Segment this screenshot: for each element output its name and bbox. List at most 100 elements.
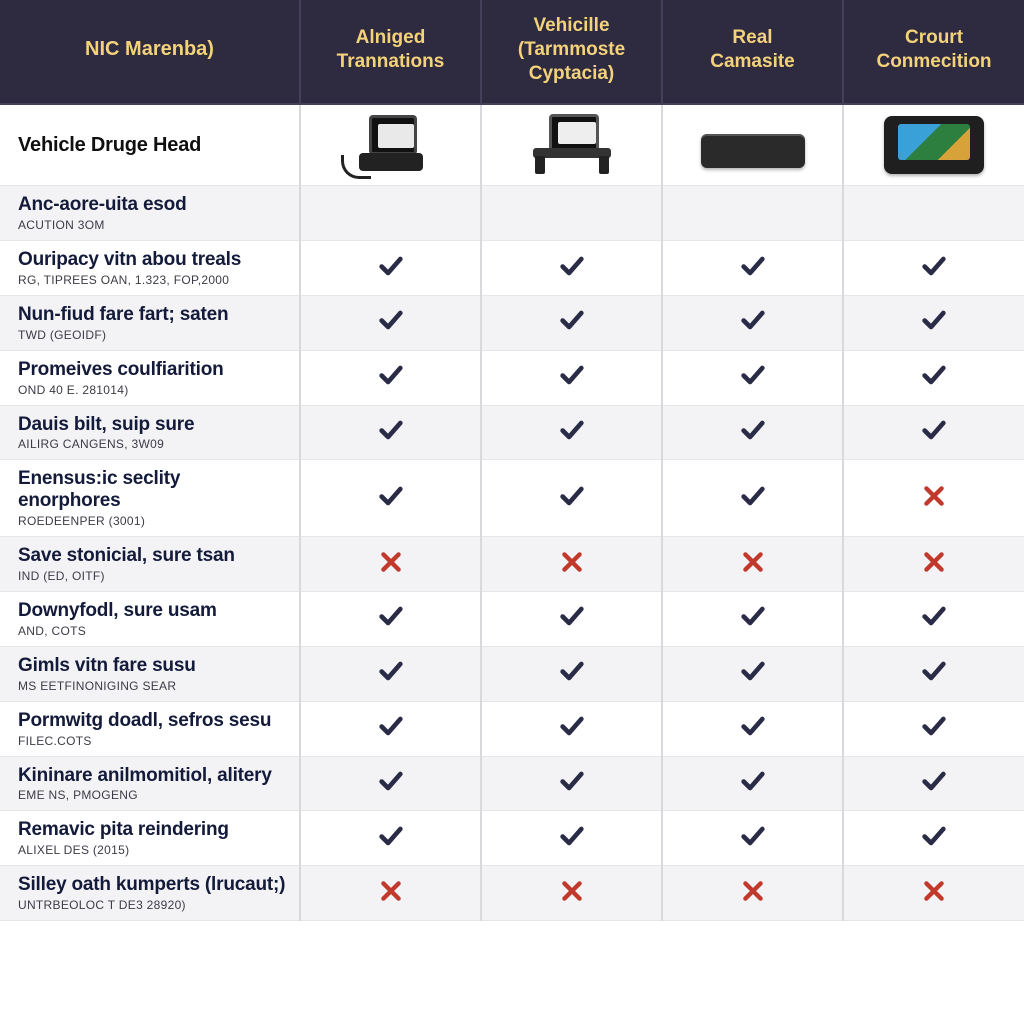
- value-cell: [300, 104, 481, 186]
- header-product-3: Real Camasite: [662, 0, 843, 104]
- feature-cell: Gimls vitn fare susu MS EETFINONIGING SEA…: [0, 646, 300, 701]
- header-product-3-line2: Camasite: [671, 50, 834, 74]
- value-cell: [481, 756, 662, 811]
- value-cell: [843, 866, 1024, 921]
- check-icon: [377, 672, 405, 689]
- value-cell: [481, 104, 662, 186]
- check-icon: [558, 727, 586, 744]
- header-product-1: Alniged Trannations: [300, 0, 481, 104]
- cross-icon: [378, 891, 404, 908]
- check-icon: [920, 727, 948, 744]
- feature-title: Remavic pita reindering: [18, 819, 287, 841]
- header-product-2-line2: (Tarmmoste: [490, 38, 653, 62]
- header-product-2-line1: Vehicille: [490, 14, 653, 38]
- feature-subtitle: ROEDEENPER (3001): [18, 514, 287, 528]
- feature-subtitle: ALIXEL DES (2015): [18, 843, 287, 857]
- feature-title: Promeives coulfiarition: [18, 359, 287, 381]
- feature-title: Nun-fiud fare fart; saten: [18, 304, 287, 326]
- value-cell: [843, 756, 1024, 811]
- value-cell: [662, 104, 843, 186]
- feature-title: Dauis bilt, suip sure: [18, 414, 287, 436]
- check-icon: [558, 837, 586, 854]
- comparison-table: NIC Marenba) Alniged Trannations Vehicil…: [0, 0, 1024, 921]
- check-icon: [920, 267, 948, 284]
- feature-subtitle: TWD (GEOIDF): [18, 328, 287, 342]
- table-row: Gimls vitn fare susu MS EETFINONIGING SEA…: [0, 646, 1024, 701]
- table-body: Vehicle Druge HeadAnc-aore-uita esodACUT…: [0, 104, 1024, 920]
- check-icon: [558, 617, 586, 634]
- feature-cell: Dauis bilt, suip sureAILIRG CANGENS, 3W0…: [0, 405, 300, 460]
- value-cell: [662, 241, 843, 296]
- feature-title: Gimls vitn fare susu: [18, 655, 287, 677]
- check-icon: [920, 782, 948, 799]
- feature-title: Ouripacy vitn abou treals: [18, 249, 287, 271]
- check-icon: [739, 672, 767, 689]
- value-cell: [481, 295, 662, 350]
- value-cell: [662, 756, 843, 811]
- check-icon: [739, 837, 767, 854]
- value-cell: [843, 104, 1024, 186]
- feature-subtitle: AILIRG CANGENS, 3W09: [18, 437, 287, 451]
- table-row: Dauis bilt, suip sureAILIRG CANGENS, 3W0…: [0, 405, 1024, 460]
- header-product-4-line2: Conmecition: [852, 50, 1016, 74]
- feature-subtitle: RG, TIPREES OAN, 1.323, FOP,2000: [18, 273, 287, 287]
- check-icon: [739, 321, 767, 338]
- check-icon: [377, 727, 405, 744]
- value-cell: [481, 350, 662, 405]
- value-cell: [843, 295, 1024, 350]
- feature-cell: Ouripacy vitn abou treals RG, TIPREES OAN…: [0, 241, 300, 296]
- value-cell: [662, 646, 843, 701]
- value-cell: [481, 701, 662, 756]
- value-cell: [662, 701, 843, 756]
- value-cell: [843, 186, 1024, 241]
- check-icon: [558, 376, 586, 393]
- value-cell: [300, 460, 481, 537]
- value-cell: [843, 701, 1024, 756]
- header-product-2-line3: Cyptacia): [490, 62, 653, 86]
- feature-title: Silley oath kumperts (lrucaut;): [18, 874, 287, 896]
- value-cell: [300, 866, 481, 921]
- value-cell: [300, 350, 481, 405]
- header-feature-label: NIC Marenba): [85, 38, 214, 60]
- feature-title: Pormwitg doadl, sefros sesu: [18, 710, 287, 732]
- check-icon: [920, 672, 948, 689]
- check-icon: [558, 431, 586, 448]
- product-image-2: [512, 113, 632, 177]
- feature-cell: Vehicle Druge Head: [0, 104, 300, 186]
- value-cell: [843, 241, 1024, 296]
- check-icon: [739, 727, 767, 744]
- cross-icon: [921, 562, 947, 579]
- feature-title: Kininare anilmomitiol, alitery: [18, 765, 287, 787]
- value-cell: [843, 811, 1024, 866]
- check-icon: [739, 431, 767, 448]
- table-row: Enensus:ic seclity enorphores ROEDEENPER …: [0, 460, 1024, 537]
- value-cell: [843, 460, 1024, 537]
- feature-title: Enensus:ic seclity enorphores: [18, 468, 287, 512]
- header-product-1-line2: Trannations: [309, 50, 472, 74]
- check-icon: [377, 376, 405, 393]
- check-icon: [739, 376, 767, 393]
- value-cell: [481, 866, 662, 921]
- value-cell: [843, 405, 1024, 460]
- check-icon: [558, 497, 586, 514]
- value-cell: [481, 460, 662, 537]
- check-icon: [739, 617, 767, 634]
- header-product-3-line1: Real: [671, 26, 834, 50]
- value-cell: [300, 811, 481, 866]
- cross-icon: [559, 562, 585, 579]
- feature-subtitle: EME NS, PMOGENG: [18, 788, 287, 802]
- header-product-4: Crourt Conmecition: [843, 0, 1024, 104]
- value-cell: [662, 811, 843, 866]
- value-cell: [481, 646, 662, 701]
- feature-subtitle: UNTRBEOLOC T DE3 28920): [18, 898, 287, 912]
- value-cell: [300, 756, 481, 811]
- table-row: Save stonicial, sure tsanIND (ED, OITF): [0, 537, 1024, 592]
- value-cell: [662, 350, 843, 405]
- feature-subtitle: MS EETFINONIGING SEAR: [18, 679, 287, 693]
- table-row: Remavic pita reindering ALIXEL DES (2015): [0, 811, 1024, 866]
- cross-icon: [921, 496, 947, 513]
- header-product-4-line1: Crourt: [852, 26, 1016, 50]
- feature-title: Anc-aore-uita esod: [18, 194, 287, 216]
- check-icon: [739, 782, 767, 799]
- header-feature-col: NIC Marenba): [0, 0, 300, 104]
